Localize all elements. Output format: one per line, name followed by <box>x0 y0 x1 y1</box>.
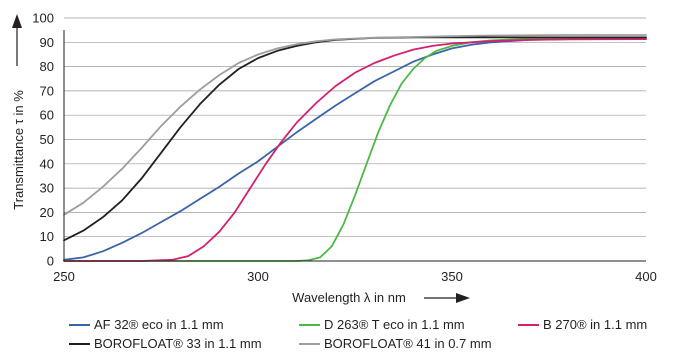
tick-labels: 0 10 20 30 40 50 60 70 80 90 100 250 300 350 400 <box>32 11 657 285</box>
y-tick-label: 30 <box>40 181 54 196</box>
y-tick-label: 80 <box>40 59 54 74</box>
series-line-2 <box>63 36 647 262</box>
gridlines <box>64 17 646 238</box>
y-tick-label: 20 <box>40 205 54 220</box>
legend-item-label: D 263® T eco in 1.1 mm <box>324 317 465 332</box>
legend-item-label: BOROFLOAT® 33 in 1.1 mm <box>94 336 262 351</box>
y-tick-label: 50 <box>40 132 54 147</box>
legend: AF 32® eco in 1.1 mm D 263® T eco in 1.1 … <box>69 317 647 351</box>
legend-item-label: B 270® in 1.1 mm <box>543 317 647 332</box>
x-axis-label: Wavelength λ in nm <box>292 290 406 305</box>
series-line-4 <box>63 36 647 242</box>
legend-item-label: BOROFLOAT® 41 in 0.7 mm <box>324 336 492 351</box>
series-line-1 <box>63 37 647 261</box>
y-tick-label: 0 <box>47 254 54 269</box>
x-tick-label: 300 <box>247 269 269 284</box>
legend-item-label: AF 32® eco in 1.1 mm <box>94 317 224 332</box>
y-tick-label: 40 <box>40 156 54 171</box>
x-tick-label: 250 <box>53 269 75 284</box>
y-tick-label: 60 <box>40 108 54 123</box>
series-line-5 <box>63 34 647 216</box>
x-tick-label: 400 <box>635 269 657 284</box>
y-tick-label: 90 <box>40 35 54 50</box>
x-tick-label: 350 <box>441 269 463 284</box>
y-axis-arrow-head <box>12 14 22 28</box>
axes <box>12 14 646 303</box>
y-axis-label: Transmittance τ in % <box>11 90 26 210</box>
series-line-3 <box>63 38 647 262</box>
y-tick-label: 70 <box>40 83 54 98</box>
y-tick-label: 100 <box>32 11 54 26</box>
x-axis-arrow-head <box>456 293 470 303</box>
y-tick-label: 10 <box>40 229 54 244</box>
series-lines <box>63 34 647 262</box>
